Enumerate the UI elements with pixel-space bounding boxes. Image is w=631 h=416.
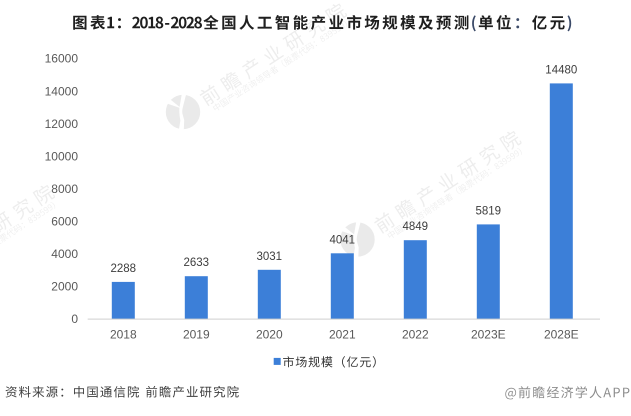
svg-text:10000: 10000 bbox=[45, 149, 79, 163]
svg-text:14480: 14480 bbox=[545, 64, 577, 76]
svg-text:2288: 2288 bbox=[111, 263, 137, 275]
svg-text:2020: 2020 bbox=[256, 328, 283, 342]
svg-text:2633: 2633 bbox=[184, 257, 210, 269]
svg-text:2000: 2000 bbox=[51, 280, 78, 294]
svg-text:8000: 8000 bbox=[51, 182, 78, 196]
svg-text:2018: 2018 bbox=[110, 328, 137, 342]
svg-text:2023E: 2023E bbox=[471, 328, 506, 342]
svg-text:4000: 4000 bbox=[51, 247, 78, 261]
svg-text:12000: 12000 bbox=[45, 117, 79, 131]
svg-text:2028E: 2028E bbox=[544, 328, 579, 342]
svg-text:4849: 4849 bbox=[403, 221, 429, 233]
svg-text:6000: 6000 bbox=[51, 215, 78, 229]
svg-text:14000: 14000 bbox=[45, 84, 79, 98]
svg-text:4041: 4041 bbox=[330, 234, 356, 246]
svg-text:2021: 2021 bbox=[329, 328, 356, 342]
svg-text:2019: 2019 bbox=[183, 328, 210, 342]
svg-text:0: 0 bbox=[71, 312, 78, 326]
svg-text:5819: 5819 bbox=[476, 205, 502, 217]
svg-text:3031: 3031 bbox=[257, 251, 283, 263]
svg-text:2022: 2022 bbox=[402, 328, 429, 342]
svg-text:16000: 16000 bbox=[45, 52, 79, 66]
